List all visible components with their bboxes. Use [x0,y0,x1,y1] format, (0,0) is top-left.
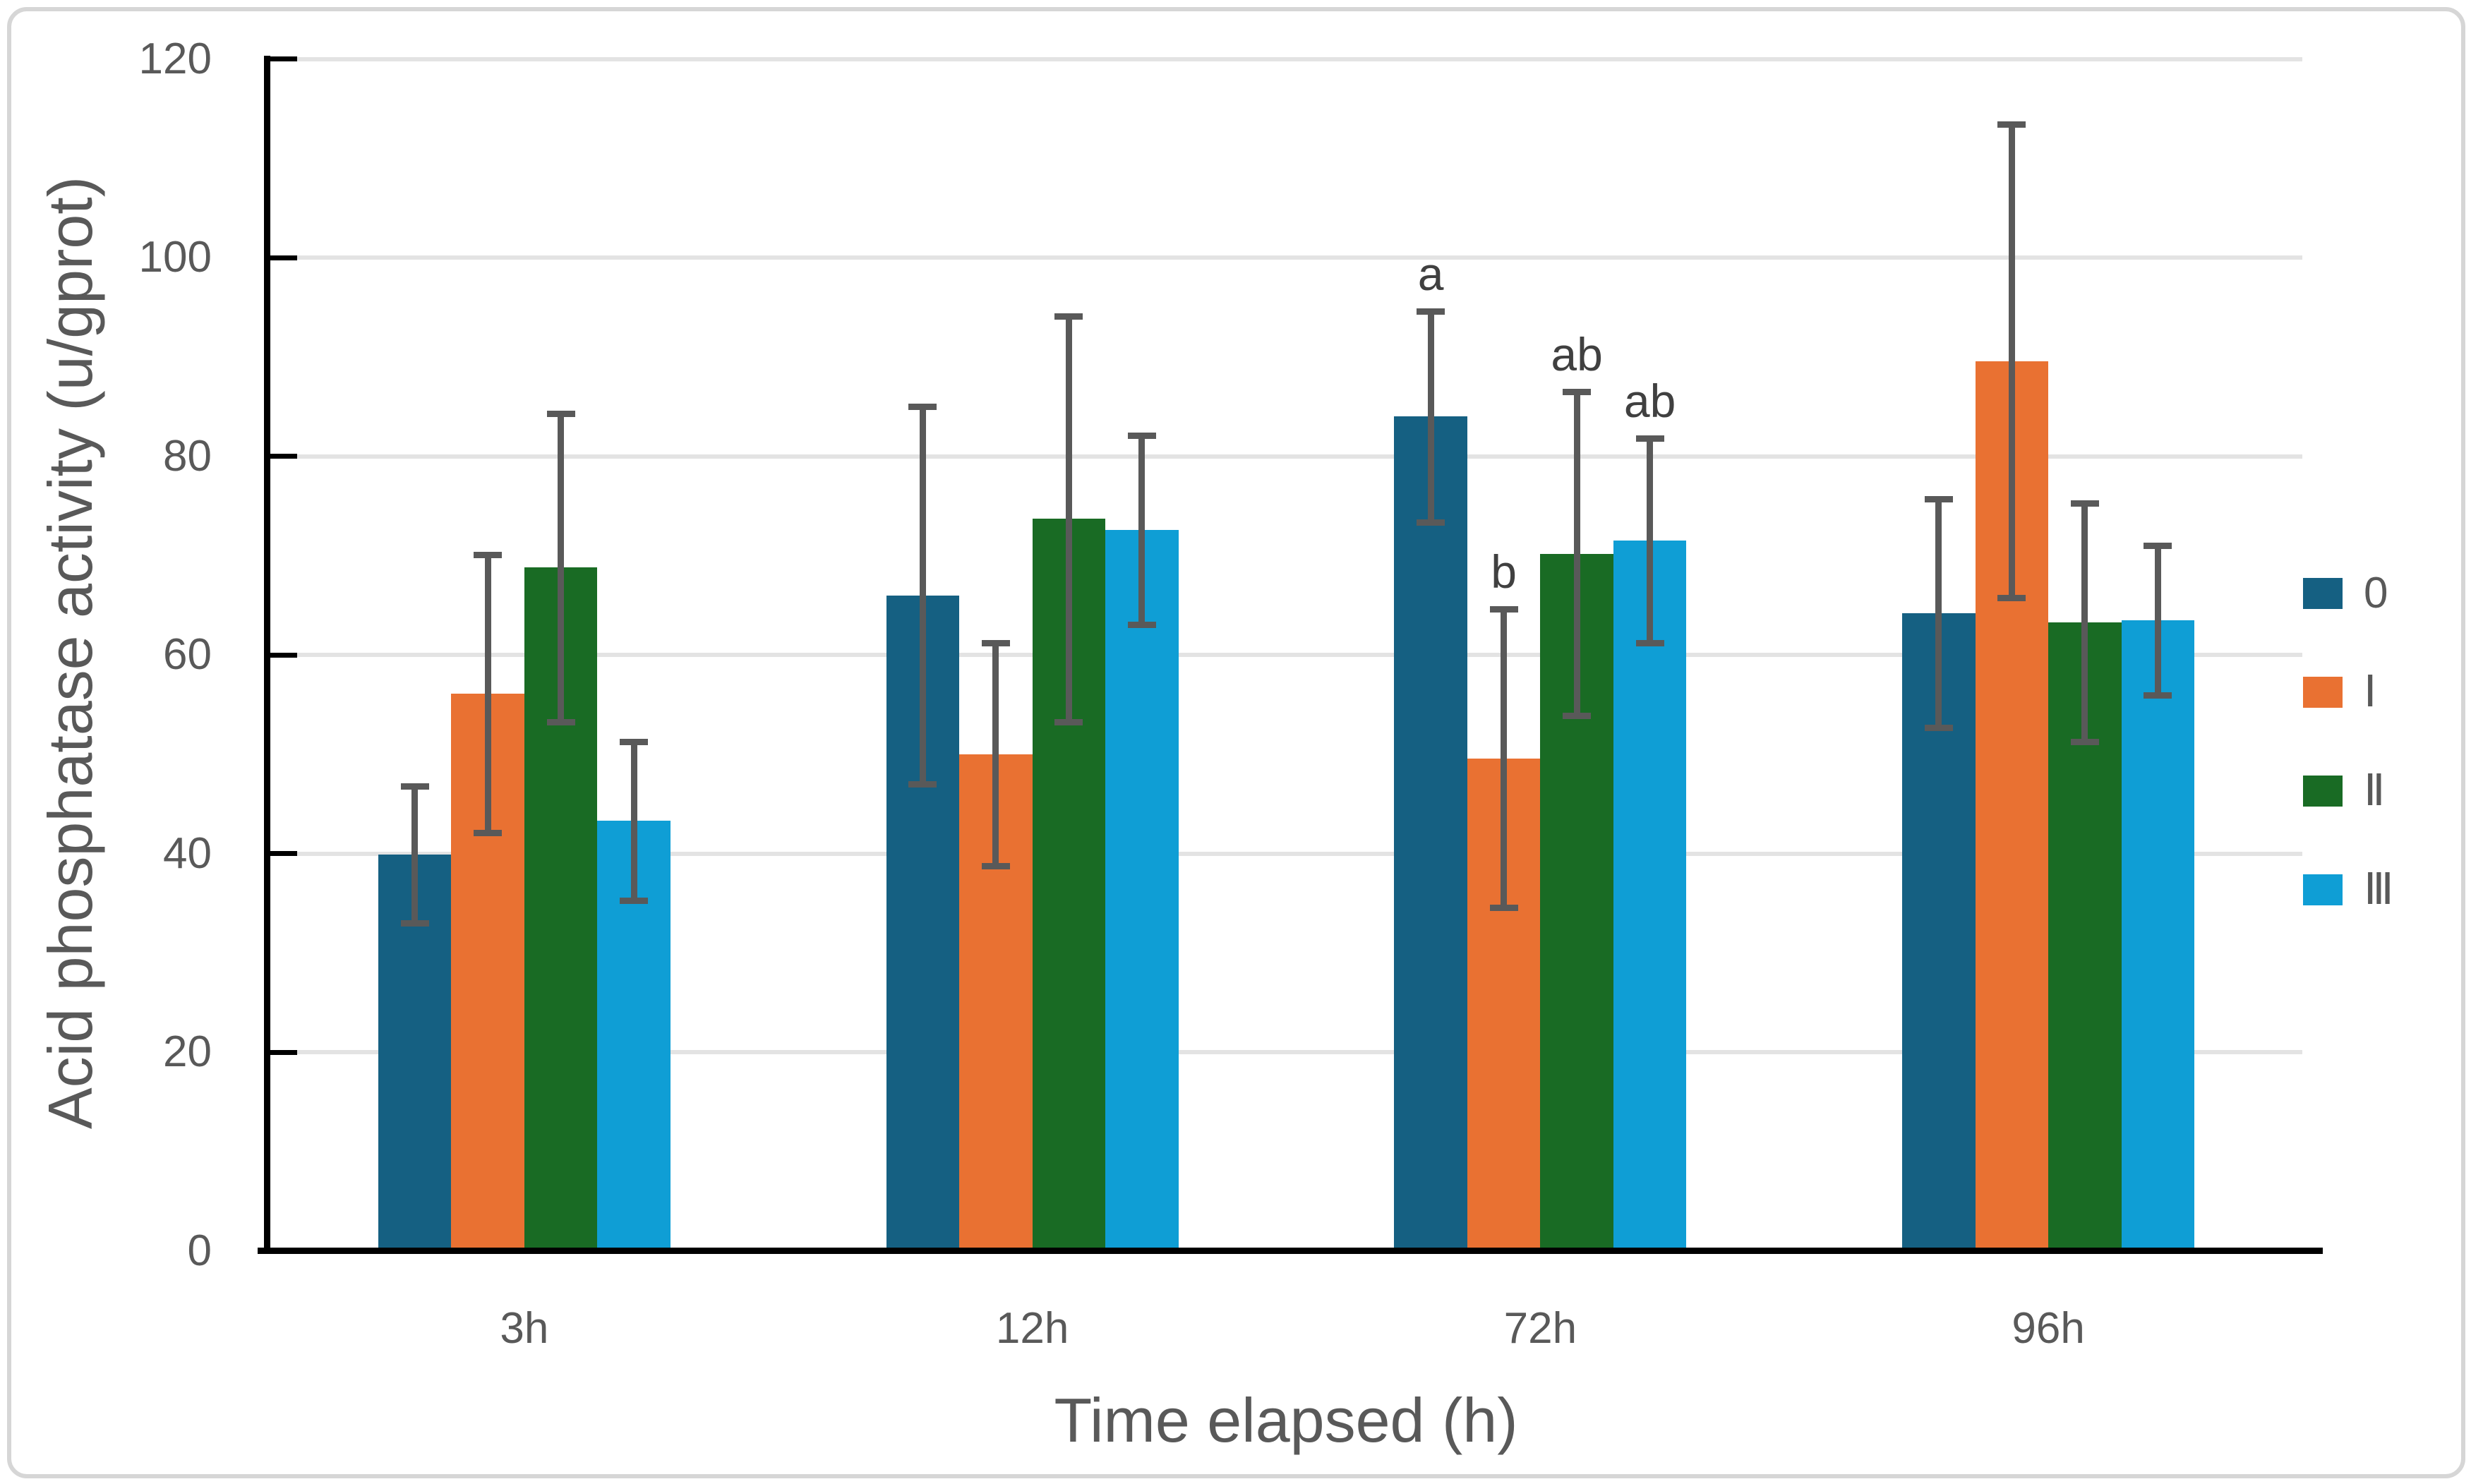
error-cap-bottom [1417,519,1445,526]
error-bar-96h-Ⅱ [2081,502,2088,742]
error-bar-12h-Ⅲ [1138,435,1146,625]
error-bar-72h-0 [1427,311,1434,522]
error-bar-3h-Ⅱ [558,414,565,722]
error-cap-top [2144,543,2172,550]
error-cap-top [400,783,429,790]
bar-72h-0 [1394,416,1467,1251]
error-bar-96h-Ⅰ [2008,124,2015,598]
error-cap-top [981,640,1010,647]
bar-96h-Ⅲ [2121,620,2195,1251]
x-axis-title: Time elapsed (h) [1054,1385,1518,1455]
bar-12h-Ⅲ [1105,529,1179,1251]
significance-letter: ab [1623,375,1676,428]
error-cap-bottom [400,920,429,927]
y-tick-label: 40 [163,828,212,878]
error-cap-bottom [546,718,575,725]
y-tick-label: 120 [138,34,212,83]
error-cap-bottom [1489,904,1518,911]
error-bar-72h-Ⅲ [1647,438,1654,644]
legend-label: 0 [2364,569,2388,617]
chart-border [7,7,2465,1478]
error-cap-top [620,738,649,745]
error-bar-96h-Ⅲ [2154,545,2161,695]
x-tick-label-12h: 12h [995,1304,1069,1353]
error-cap-bottom [908,781,937,788]
y-axis-title: Acid phosphatase activity (u/gprot) [35,176,105,1130]
error-cap-top [1127,433,1156,440]
y-tick-20 [270,1049,297,1055]
error-cap-top [546,411,575,418]
y-tick-label: 60 [163,630,212,680]
y-axis-line [264,56,270,1254]
x-tick-label-96h: 96h [2012,1304,2085,1353]
legend-label: Ⅲ [2364,865,2394,914]
error-cap-bottom [1563,713,1592,720]
gridline-100 [270,255,2302,260]
y-tick-60 [270,652,297,658]
y-tick-120 [270,56,297,61]
error-cap-top [1635,435,1664,442]
gridline-60 [270,653,2302,658]
error-cap-top [1054,313,1083,320]
error-bar-72h-Ⅰ [1501,609,1508,907]
error-cap-bottom [2144,692,2172,699]
error-cap-top [1924,496,1953,503]
y-tick-label: 100 [138,233,212,282]
legend-swatch-Ⅲ [2303,874,2343,905]
legend-label: Ⅰ [2364,668,2377,716]
error-cap-bottom [474,830,503,837]
bar-72h-Ⅲ [1613,541,1687,1251]
legend-item-Ⅱ: Ⅱ [2303,769,2386,813]
gridline-120 [270,56,2302,61]
gridline-40 [270,851,2302,856]
error-bar-3h-0 [411,786,419,924]
error-cap-top [2070,500,2099,507]
legend-item-Ⅰ: Ⅰ [2303,670,2376,714]
legend-swatch-Ⅰ [2303,677,2343,708]
legend-item-Ⅲ: Ⅲ [2303,868,2394,912]
y-tick-label: 20 [163,1027,212,1077]
error-cap-bottom [1054,718,1083,725]
y-tick-80 [270,454,297,459]
error-bar-12h-Ⅰ [992,643,999,866]
y-tick-label: 0 [187,1226,212,1275]
legend-swatch-0 [2303,578,2343,609]
error-cap-top [1997,121,2026,128]
gridline-20 [270,1050,2302,1055]
error-cap-top [1563,389,1592,396]
error-cap-bottom [2070,738,2099,745]
significance-letter: ab [1551,328,1603,381]
error-cap-top [1489,606,1518,613]
legend-item-0: 0 [2303,572,2388,615]
error-cap-top [1417,308,1445,315]
y-tick-40 [270,851,297,857]
error-cap-bottom [1127,621,1156,628]
error-cap-top [474,552,503,559]
x-axis-line [258,1248,2323,1254]
error-bar-12h-Ⅱ [1065,316,1072,722]
x-tick-label-72h: 72h [1503,1304,1577,1353]
error-cap-bottom [1997,594,2026,601]
error-bar-96h-0 [1935,499,1942,728]
error-cap-bottom [981,862,1010,869]
error-bar-3h-Ⅰ [484,555,491,833]
error-bar-3h-Ⅲ [630,741,637,900]
legend-label: Ⅱ [2364,766,2386,815]
error-bar-12h-0 [919,406,926,785]
gridline-80 [270,454,2302,459]
x-tick-label-3h: 3h [500,1304,549,1353]
error-cap-bottom [1635,640,1664,647]
error-cap-bottom [620,898,649,904]
error-cap-top [908,404,937,411]
legend-swatch-Ⅱ [2303,776,2343,807]
error-cap-bottom [1924,725,1953,732]
error-bar-72h-Ⅱ [1573,392,1580,716]
y-tick-100 [270,255,297,260]
significance-letter: a [1417,248,1444,301]
y-tick-label: 80 [163,431,212,481]
significance-letter: b [1491,545,1517,598]
